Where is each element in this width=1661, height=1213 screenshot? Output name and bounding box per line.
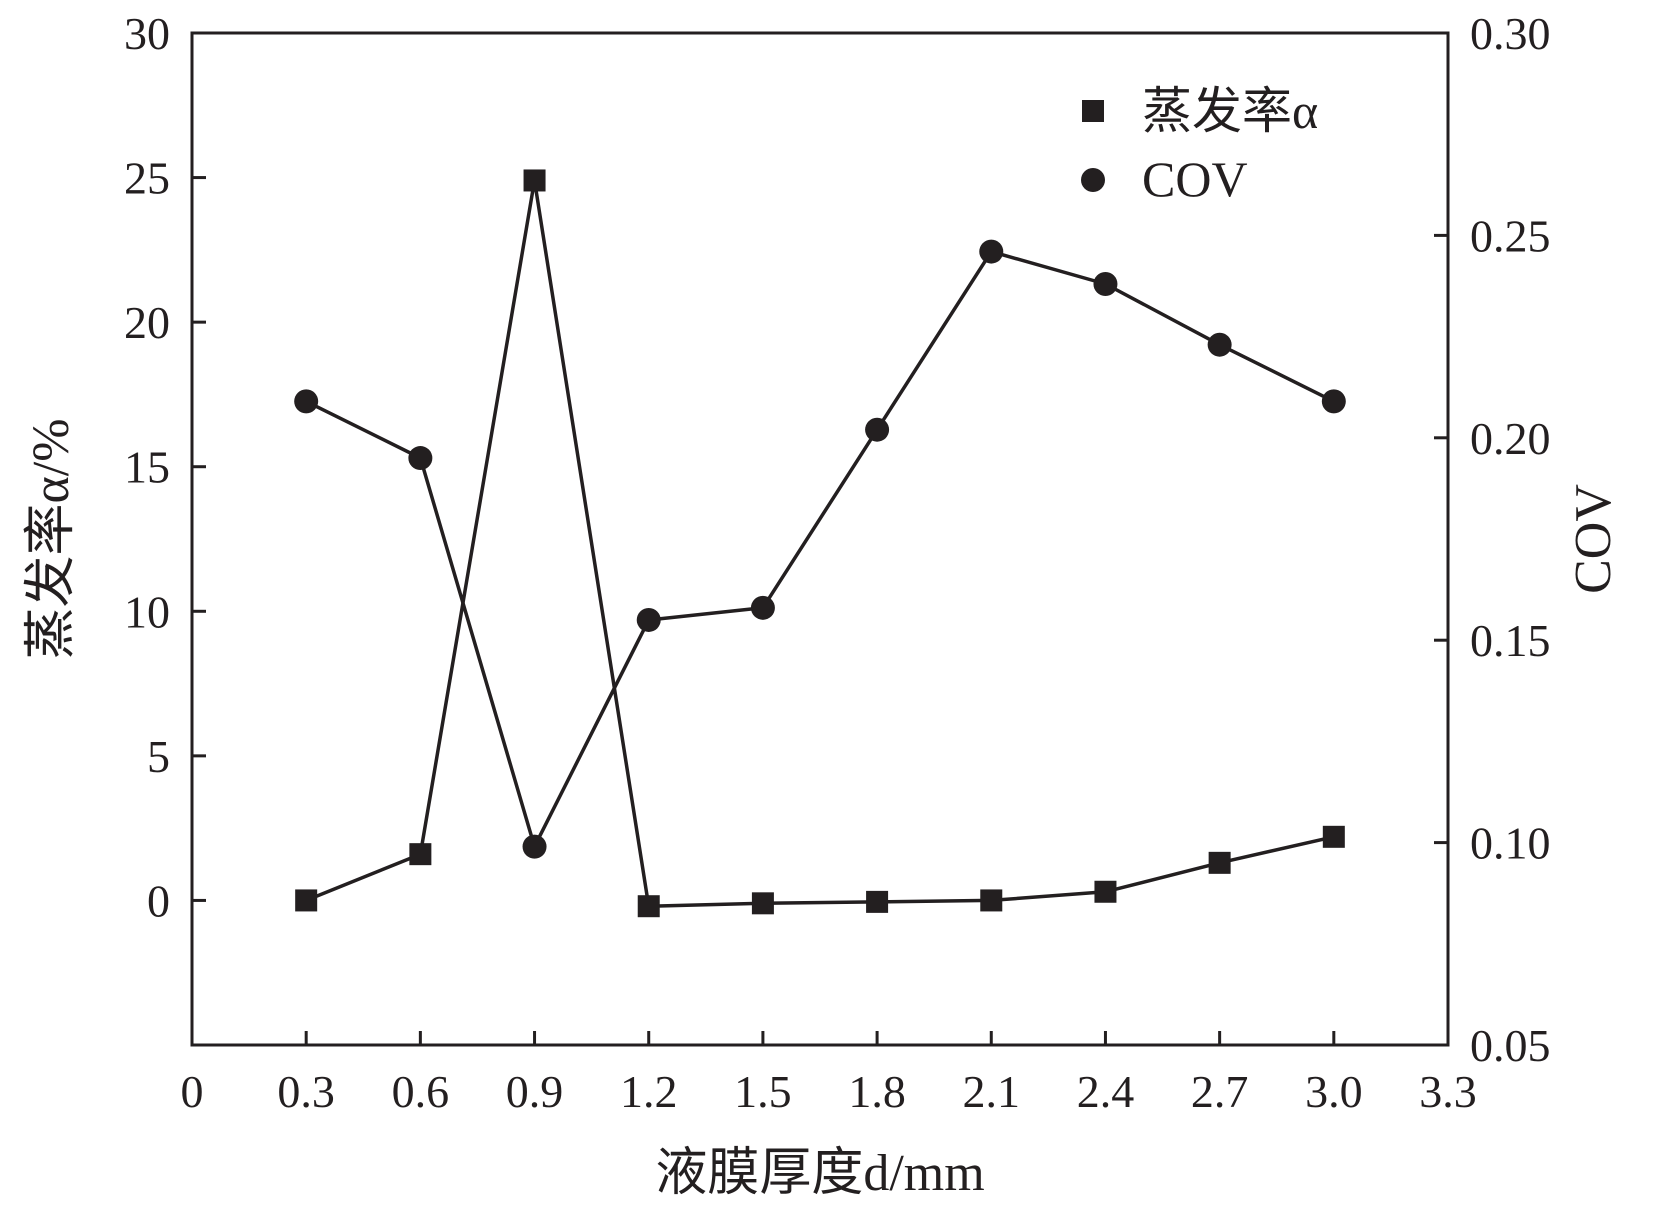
y-left-tick-label: 10 <box>124 586 170 637</box>
y-right-tick-label: 0.25 <box>1470 210 1551 261</box>
data-point-evaporation <box>980 889 1003 912</box>
y-left-tick-label: 30 <box>124 8 170 59</box>
data-point-evaporation <box>1094 880 1117 903</box>
data-point-evaporation <box>409 843 432 866</box>
y-left-axis-title: 蒸发率α/% <box>23 418 80 659</box>
x-tick-label: 2.7 <box>1191 1066 1249 1117</box>
y-left-tick-label: 20 <box>124 297 170 348</box>
y-right-tick-label: 0.15 <box>1470 615 1551 666</box>
legend-label-cov: COV <box>1142 151 1248 207</box>
data-point-cov <box>750 595 775 620</box>
data-point-cov <box>636 607 661 632</box>
x-tick-label: 1.8 <box>848 1066 906 1117</box>
data-point-cov <box>522 834 547 859</box>
x-tick-label: 0.3 <box>277 1066 335 1117</box>
legend: 蒸发率α COV <box>1081 83 1318 207</box>
x-tick-label: 1.2 <box>620 1066 678 1117</box>
data-point-evaporation <box>751 892 774 915</box>
y-left-tick-label: 5 <box>147 731 170 782</box>
y-right-tick-label: 0.05 <box>1470 1020 1551 1071</box>
legend-circle-marker <box>1081 168 1105 192</box>
data-point-evaporation <box>523 169 546 192</box>
x-axis-title: 液膜厚度d/mm <box>655 1145 984 1202</box>
data-point-cov <box>1207 332 1232 357</box>
x-tick-label: 2.1 <box>963 1066 1021 1117</box>
data-point-cov <box>979 239 1004 264</box>
data-point-cov <box>865 417 890 442</box>
x-tick-label: 3.3 <box>1419 1066 1477 1117</box>
y-right-tick-label: 0.10 <box>1470 818 1551 869</box>
series-line-evaporation <box>305 178 1335 908</box>
y-right-tick-label: 0.20 <box>1470 413 1551 464</box>
legend-square-marker <box>1082 100 1104 122</box>
data-point-cov <box>294 389 319 414</box>
x-tick-label: 1.5 <box>734 1066 792 1117</box>
x-tick-label: 3.0 <box>1305 1066 1363 1117</box>
legend-label-evaporation: 蒸发率α <box>1142 83 1318 139</box>
data-point-evaporation <box>866 890 889 913</box>
data-point-cov <box>1321 389 1346 414</box>
plot-area-frame <box>190 31 1450 1047</box>
series-line-cov <box>305 249 1335 849</box>
data-point-evaporation <box>637 895 660 918</box>
y-left-tick-label: 25 <box>124 153 170 204</box>
x-tick-label: 0 <box>181 1066 204 1117</box>
x-tick-label: 0.6 <box>392 1066 450 1117</box>
y-left-tick-label: 0 <box>147 875 170 926</box>
data-point-cov <box>408 446 433 471</box>
data-point-evaporation <box>1208 851 1231 874</box>
x-tick-label: 2.4 <box>1077 1066 1135 1117</box>
data-point-evaporation <box>295 889 318 912</box>
y-right-tick-label: 0.30 <box>1470 8 1551 59</box>
data-point-evaporation <box>1322 825 1345 848</box>
x-tick-label: 0.9 <box>506 1066 564 1117</box>
y-left-tick-label: 15 <box>124 442 170 493</box>
data-point-cov <box>1093 271 1118 296</box>
y-right-axis-title: COV <box>1565 484 1622 594</box>
